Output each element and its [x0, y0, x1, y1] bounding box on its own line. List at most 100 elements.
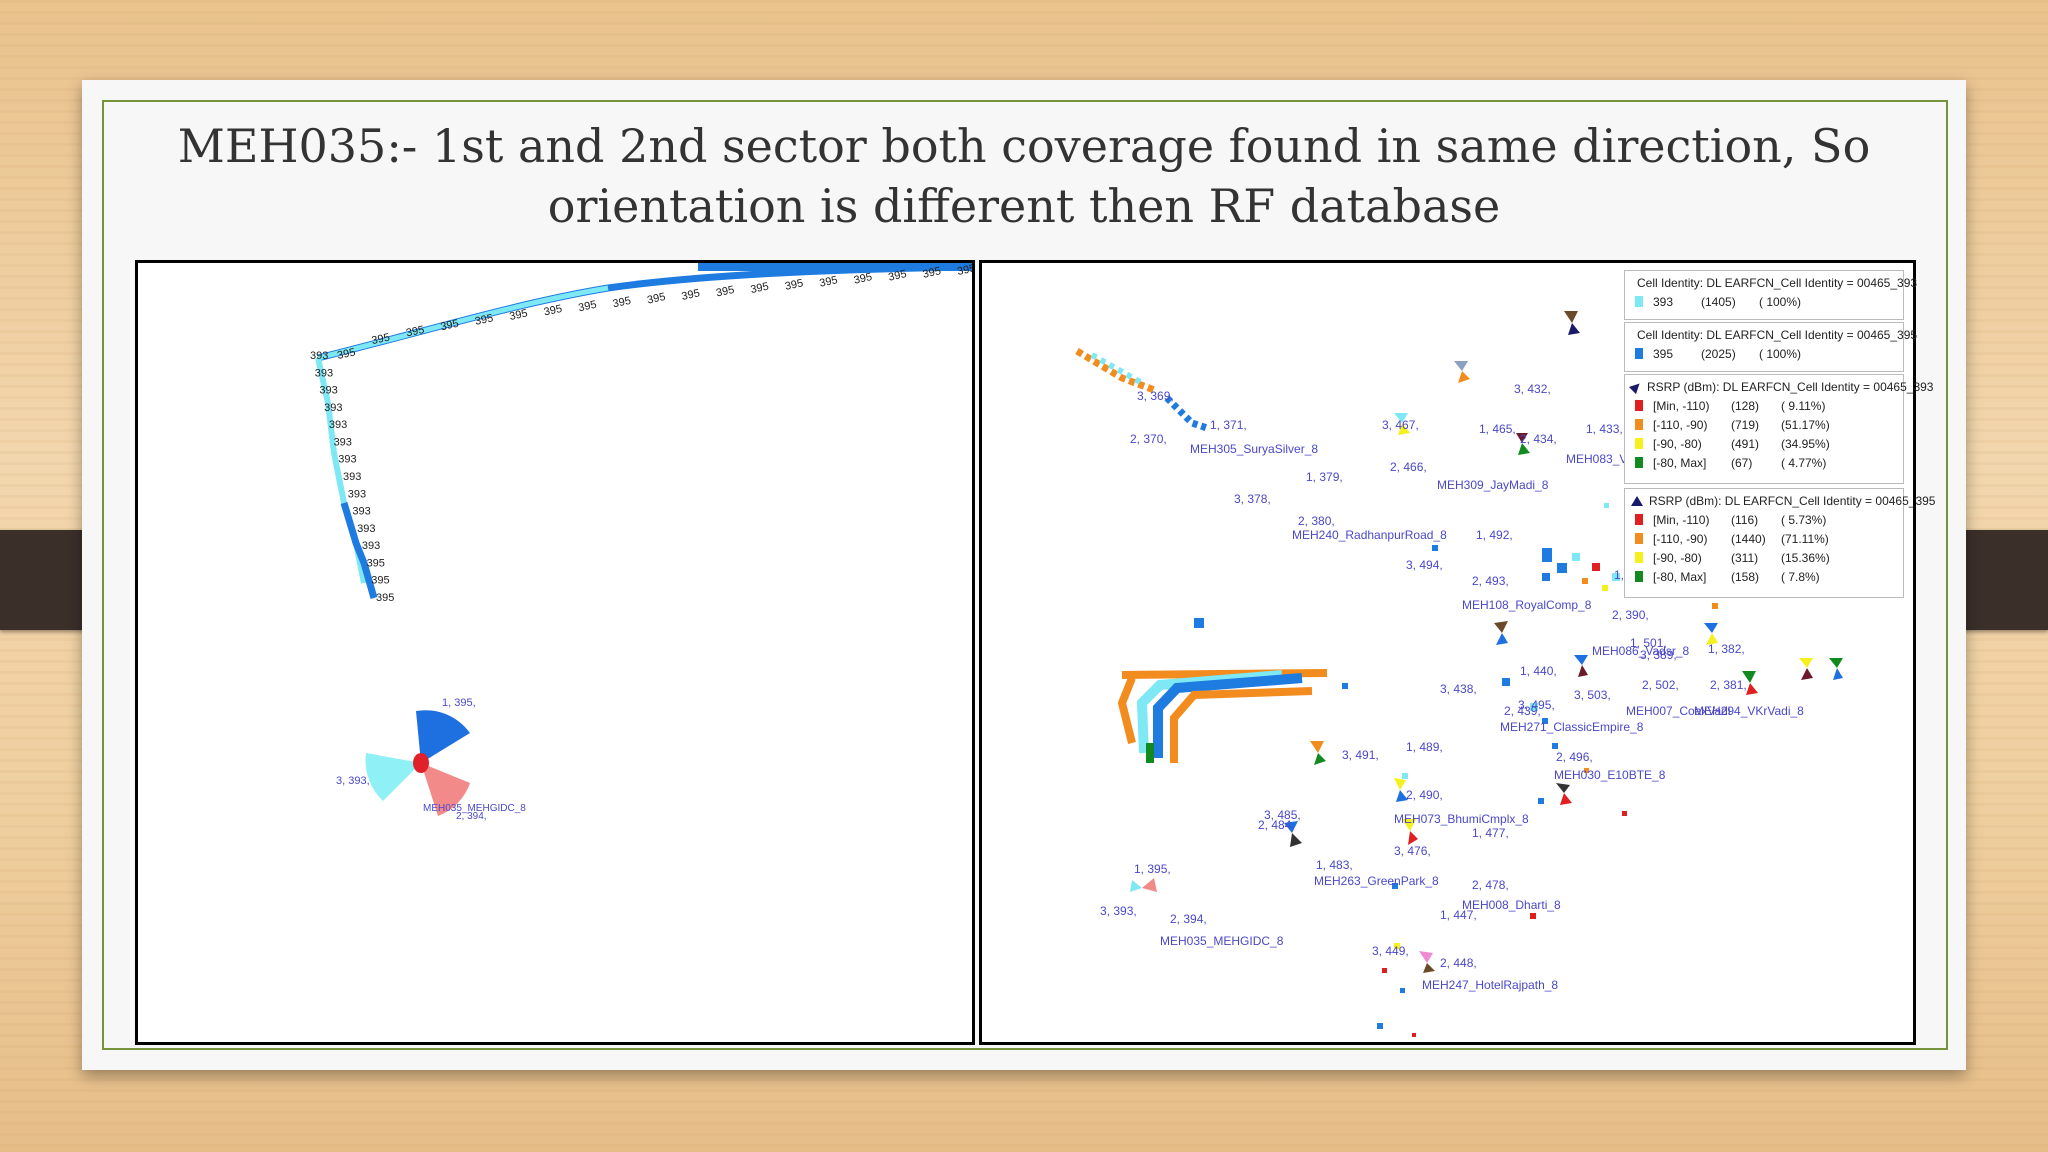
site-name: MEH030_E10BTE_8: [1554, 768, 1666, 782]
route-label: 393: [329, 419, 347, 431]
route-label: 395: [371, 575, 389, 587]
route-label: 395: [474, 312, 494, 328]
legend-swatch: [1635, 514, 1643, 525]
legend-row: [Min, -110) (116) ( 5.73%): [1631, 510, 1897, 529]
legend-header: Cell Identity: DL EARFCN_Cell Identity =…: [1637, 328, 1918, 342]
legend-header: RSRP (dBm): DL EARFCN_Cell Identity = 00…: [1649, 494, 1936, 508]
route-label: 395: [577, 299, 597, 315]
legend-swatch: [1635, 348, 1643, 359]
route-label: 395: [405, 324, 425, 340]
route-label: 395: [681, 287, 701, 303]
route-label: 395: [439, 318, 459, 334]
site-name: MEH309_JayMadi_8: [1437, 478, 1549, 492]
sector-label: 1, 489,: [1406, 740, 1443, 754]
site-name: MEH083_Vik: [1566, 452, 1637, 466]
sector-3-label: 3, 393,: [336, 775, 370, 787]
sector-label: 2, 466,: [1390, 460, 1427, 474]
route-label: 393: [319, 385, 337, 397]
route-top-labels: 395 395 395 395 395 395 395 395 395 395 395 395 395 3…: [336, 263, 972, 362]
legend-swatch: [1635, 296, 1643, 307]
route-label: 393: [343, 471, 361, 483]
right-coverage-map[interactable]: MEH305_SuryaSilver_8 1, 371, 2, 370, 3, …: [979, 260, 1916, 1045]
site-name: MEH073_BhumiCmplx_8: [1394, 812, 1529, 826]
sector-label: 2, 390,: [1612, 608, 1649, 622]
sector-label: 2, 484,: [1258, 818, 1295, 832]
triangle-marker-icon: [1631, 496, 1643, 506]
sector-label: 3, 432,: [1514, 382, 1551, 396]
sector-label: 1, 433,: [1586, 422, 1623, 436]
legend-swatch: [1635, 419, 1643, 430]
legend-row: 395 (2025) ( 100%): [1631, 344, 1897, 363]
route-label: 393: [362, 540, 380, 552]
route-label: 395: [508, 307, 528, 323]
site-name: MEH240_RadhanpurRoad_8: [1292, 528, 1447, 542]
legend-row: [-80, Max] (67) ( 4.77%): [1631, 453, 1897, 472]
sector-label: 2, 381,: [1710, 678, 1747, 692]
legend-swatch: [1635, 438, 1643, 449]
sector-label: 2, 439,: [1504, 704, 1541, 718]
sector-1-wedge: [416, 710, 470, 763]
route-top-393: [317, 285, 609, 361]
route-label: 393: [315, 367, 333, 379]
sector-2-label: 2, 394,: [456, 811, 487, 822]
route-label: 395: [336, 346, 356, 362]
legend-swatch: [1635, 533, 1643, 544]
site-name: MEH305_SuryaSilver_8: [1190, 442, 1318, 456]
legend-swatch: [1635, 552, 1643, 563]
sector-label: 2, 478,: [1472, 878, 1509, 892]
legend-row: [Min, -110) (128) ( 9.11%): [1631, 396, 1897, 415]
route-label: 395: [784, 277, 804, 293]
route-sw-orange: [1117, 676, 1136, 744]
legend-cell-393: Cell Identity: DL EARFCN_Cell Identity =…: [1624, 270, 1917, 320]
sector-label: 2, 493,: [1472, 574, 1509, 588]
sector-label: 1, 492,: [1476, 528, 1513, 542]
route-vertical-labels: 393 393 393 393 393 393 393 393 393 393 393 393 395 3…: [310, 350, 394, 604]
sector-label: 3, 438,: [1440, 682, 1477, 696]
route-label: 395: [715, 284, 735, 300]
sector-label: 1, 477,: [1472, 826, 1509, 840]
slide-frame: [102, 100, 1948, 1050]
left-drive-test-map[interactable]: 395 395 395 395 395 395 395 395 395 395 395 395 395 3…: [135, 260, 975, 1045]
sector-label: 2, 496,: [1556, 750, 1593, 764]
route-label: 395: [543, 303, 563, 319]
sector-label: 1, 501,: [1630, 636, 1667, 650]
route-label: 395: [922, 265, 942, 281]
legend-row: [-90, -80) (491) (34.95%): [1631, 434, 1897, 453]
sector-label: 1, 465,: [1479, 422, 1516, 436]
route-label: 395: [367, 557, 385, 569]
route-label: 395: [956, 263, 972, 278]
sector-label: 2, 394,: [1170, 912, 1207, 926]
sector-label: 3, 494,: [1406, 558, 1443, 572]
slide-title: MEH035:- 1st and 2nd sector both coverag…: [82, 116, 1966, 236]
route-top-395: [317, 263, 972, 362]
sector-label: 3, 503,: [1574, 688, 1611, 702]
map-legend: Cell Identity: DL EARFCN_Cell Identity =…: [1624, 270, 1935, 602]
site-name: MEH007_CoaxVadi: [1626, 704, 1731, 718]
sector-label: 2, 434,: [1520, 432, 1557, 446]
route-label: 395: [887, 268, 907, 284]
sector-label: 2, 380,: [1298, 514, 1335, 528]
legend-header: Cell Identity: DL EARFCN_Cell Identity =…: [1637, 276, 1918, 290]
sector-label: 2, 370,: [1130, 432, 1167, 446]
route-nw-3: [1164, 395, 1209, 432]
site-name: MEH247_HotelRajpath_8: [1422, 978, 1558, 992]
route-label: 395: [612, 295, 632, 311]
legend-header: RSRP (dBm): DL EARFCN_Cell Identity = 00…: [1647, 380, 1934, 394]
route-label: 395: [853, 271, 873, 287]
legend-row: 393 (1405) ( 100%): [1631, 292, 1897, 311]
sector-label: 1, 395,: [1134, 862, 1171, 876]
legend-rsrp-395: RSRP (dBm): DL EARFCN_Cell Identity = 00…: [1624, 488, 1935, 598]
route-label: 395: [371, 332, 391, 348]
route-label: 393: [338, 454, 356, 466]
route-sw-orange-h: [1121, 669, 1328, 679]
sector-label: 3, 369,: [1137, 389, 1174, 403]
route-label: 393: [348, 488, 366, 500]
site-name: MEH008_Dharti_8: [1462, 898, 1561, 912]
site-markers: [1130, 311, 1843, 973]
sector-label: 3, 491,: [1342, 748, 1379, 762]
sector-label: 3, 485,: [1264, 808, 1301, 822]
title-line-2: orientation is different then RF databas…: [547, 179, 1501, 233]
legend-row: [-90, -80) (311) (15.36%): [1631, 548, 1897, 567]
route-vertical-395: [340, 501, 378, 599]
